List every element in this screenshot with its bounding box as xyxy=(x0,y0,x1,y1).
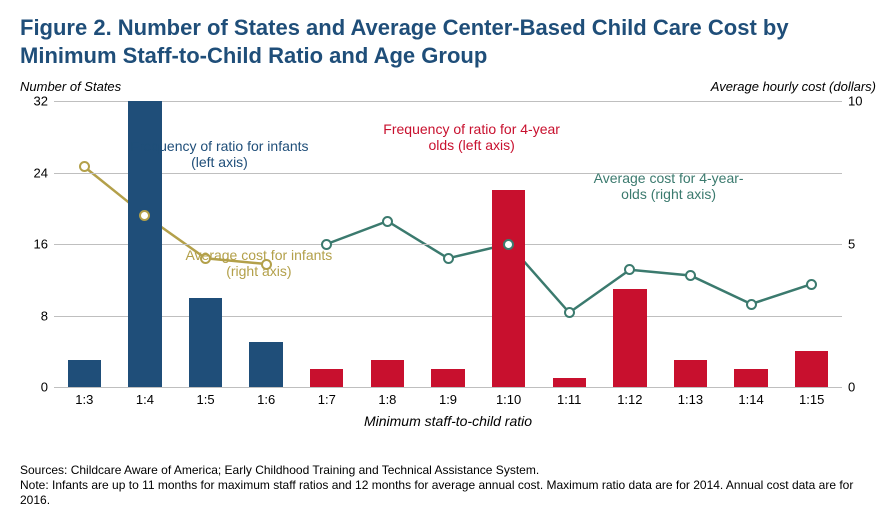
bar xyxy=(553,378,586,387)
line-marker xyxy=(806,279,817,290)
line-marker xyxy=(746,299,757,310)
y-left-tick: 24 xyxy=(20,165,48,180)
footnote-sources: Sources: Childcare Aware of America; Ear… xyxy=(20,463,876,478)
bar xyxy=(492,190,525,387)
gridline xyxy=(54,387,842,388)
bar xyxy=(674,360,707,387)
footnote: Sources: Childcare Aware of America; Ear… xyxy=(20,463,876,508)
x-axis-label: Minimum staff-to-child ratio xyxy=(20,413,876,429)
x-tick: 1:4 xyxy=(136,392,154,407)
line-marker xyxy=(200,253,211,264)
gridline xyxy=(54,244,842,245)
gridline xyxy=(54,173,842,174)
x-tick: 1:9 xyxy=(439,392,457,407)
gridline xyxy=(54,101,842,102)
bar xyxy=(189,298,222,387)
bar xyxy=(68,360,101,387)
line-marker xyxy=(503,239,514,250)
line-series xyxy=(327,221,812,313)
bar xyxy=(249,342,282,387)
y-left-tick: 32 xyxy=(20,94,48,109)
bar xyxy=(310,369,343,387)
line-marker xyxy=(685,270,696,281)
line-marker xyxy=(443,253,454,264)
x-tick: 1:3 xyxy=(75,392,93,407)
x-tick: 1:13 xyxy=(678,392,703,407)
bar xyxy=(128,101,161,387)
y-right-axis-label: Average hourly cost (dollars) xyxy=(711,79,876,94)
line-series xyxy=(84,167,266,264)
x-tick: 1:7 xyxy=(318,392,336,407)
x-tick: 1:10 xyxy=(496,392,521,407)
x-tick: 1:8 xyxy=(378,392,396,407)
x-tick: 1:11 xyxy=(557,392,581,407)
x-tick: 1:15 xyxy=(799,392,824,407)
y-left-axis-label: Number of States xyxy=(20,79,121,94)
y-left-tick: 16 xyxy=(20,237,48,252)
x-tick: 1:14 xyxy=(738,392,763,407)
bar xyxy=(371,360,404,387)
chart-area: Number of States Average hourly cost (do… xyxy=(20,79,876,429)
line-marker xyxy=(382,216,393,227)
y-right-tick: 0 xyxy=(848,380,876,395)
y-right-tick: 10 xyxy=(848,94,876,109)
bar xyxy=(734,369,767,387)
chart-title: Figure 2. Number of States and Average C… xyxy=(0,0,896,75)
line-marker xyxy=(79,161,90,172)
y-left-tick: 8 xyxy=(20,308,48,323)
footnote-note: Note: Infants are up to 11 months for ma… xyxy=(20,478,876,508)
y-left-tick: 0 xyxy=(20,380,48,395)
x-tick: 1:6 xyxy=(257,392,275,407)
plot-region: 0816243205101:31:41:51:61:71:81:91:101:1… xyxy=(54,101,842,387)
bar xyxy=(613,289,646,387)
bar xyxy=(795,351,828,387)
line-marker xyxy=(321,239,332,250)
x-tick: 1:12 xyxy=(617,392,642,407)
bar xyxy=(431,369,464,387)
x-tick: 1:5 xyxy=(196,392,214,407)
gridline xyxy=(54,316,842,317)
y-right-tick: 5 xyxy=(848,237,876,252)
line-marker xyxy=(261,259,272,270)
line-marker xyxy=(564,307,575,318)
